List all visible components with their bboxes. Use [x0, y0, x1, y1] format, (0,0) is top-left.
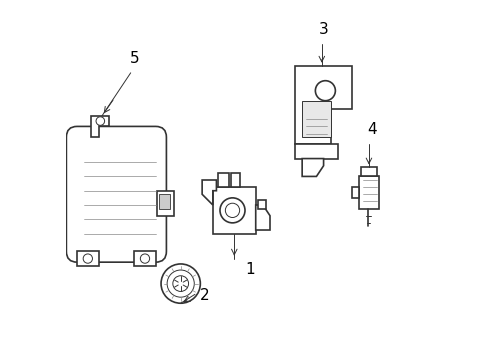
Text: 2: 2: [200, 288, 210, 302]
Bar: [159, 194, 170, 208]
Circle shape: [161, 264, 200, 303]
Polygon shape: [202, 180, 217, 205]
Circle shape: [83, 254, 93, 263]
Polygon shape: [92, 116, 109, 137]
Polygon shape: [77, 251, 98, 266]
Circle shape: [96, 117, 104, 125]
Circle shape: [316, 81, 335, 101]
Bar: [359, 176, 379, 208]
Polygon shape: [134, 251, 156, 266]
Text: 3: 3: [318, 22, 328, 37]
Polygon shape: [302, 158, 323, 176]
Polygon shape: [302, 102, 331, 137]
Polygon shape: [352, 187, 359, 198]
Text: 1: 1: [245, 262, 255, 277]
Circle shape: [167, 270, 194, 297]
Circle shape: [140, 254, 149, 263]
Bar: [218, 173, 229, 187]
Polygon shape: [256, 205, 270, 230]
Circle shape: [173, 276, 189, 292]
FancyBboxPatch shape: [66, 126, 167, 262]
Polygon shape: [295, 144, 338, 158]
Bar: [361, 167, 377, 176]
Text: 4: 4: [367, 122, 377, 137]
Circle shape: [220, 198, 245, 223]
Bar: [213, 187, 256, 234]
Bar: [157, 191, 173, 216]
Bar: [231, 173, 240, 187]
Circle shape: [225, 203, 240, 217]
Text: 5: 5: [129, 51, 139, 66]
Bar: [258, 200, 267, 208]
Polygon shape: [295, 66, 352, 144]
